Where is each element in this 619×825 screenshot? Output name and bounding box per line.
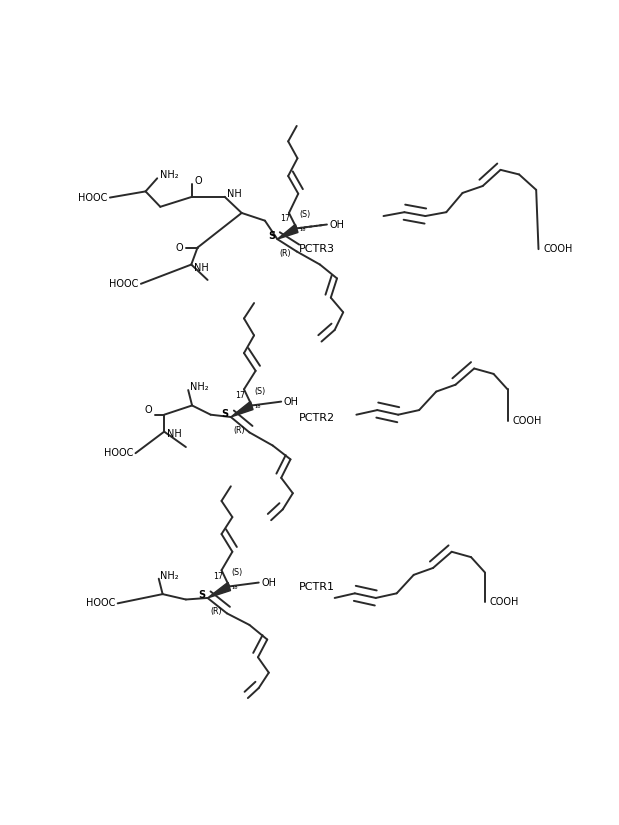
Text: S: S	[222, 409, 228, 419]
Text: ¹⁶: ¹⁶	[232, 585, 238, 594]
Text: S: S	[198, 590, 205, 600]
Text: NH₂: NH₂	[160, 571, 179, 581]
Text: (R): (R)	[280, 248, 292, 257]
Text: O: O	[194, 176, 202, 186]
Text: 17: 17	[235, 391, 246, 400]
Text: OH: OH	[329, 219, 344, 229]
Text: (S): (S)	[299, 210, 310, 219]
Text: NH: NH	[227, 189, 242, 199]
Text: NH: NH	[194, 262, 209, 273]
Text: PCTR2: PCTR2	[299, 412, 335, 423]
Text: ¹⁶: ¹⁶	[299, 227, 306, 236]
Text: 17: 17	[213, 573, 223, 582]
Text: HOOC: HOOC	[78, 192, 108, 203]
Text: (S): (S)	[254, 387, 266, 396]
Text: NH₂: NH₂	[160, 170, 178, 180]
Text: O: O	[145, 404, 152, 415]
Text: COOH: COOH	[543, 244, 573, 254]
Text: COOH: COOH	[490, 596, 519, 607]
Text: O: O	[176, 243, 183, 252]
Text: HOOC: HOOC	[86, 598, 115, 608]
Text: (R): (R)	[210, 607, 222, 616]
Polygon shape	[277, 224, 298, 239]
Text: NH₂: NH₂	[189, 382, 208, 392]
Polygon shape	[231, 401, 253, 417]
Text: (R): (R)	[233, 427, 245, 436]
Text: HOOC: HOOC	[109, 279, 139, 289]
Text: HOOC: HOOC	[104, 448, 133, 458]
Text: S: S	[268, 231, 275, 241]
Text: (S): (S)	[232, 568, 243, 577]
Text: 17: 17	[280, 214, 290, 224]
Text: OH: OH	[284, 397, 298, 407]
Text: ¹⁶: ¹⁶	[254, 404, 261, 413]
Polygon shape	[207, 582, 230, 598]
Text: OH: OH	[261, 578, 276, 587]
Text: NH: NH	[167, 428, 181, 439]
Text: COOH: COOH	[513, 416, 542, 426]
Text: PCTR3: PCTR3	[299, 244, 335, 254]
Text: PCTR1: PCTR1	[299, 582, 335, 592]
